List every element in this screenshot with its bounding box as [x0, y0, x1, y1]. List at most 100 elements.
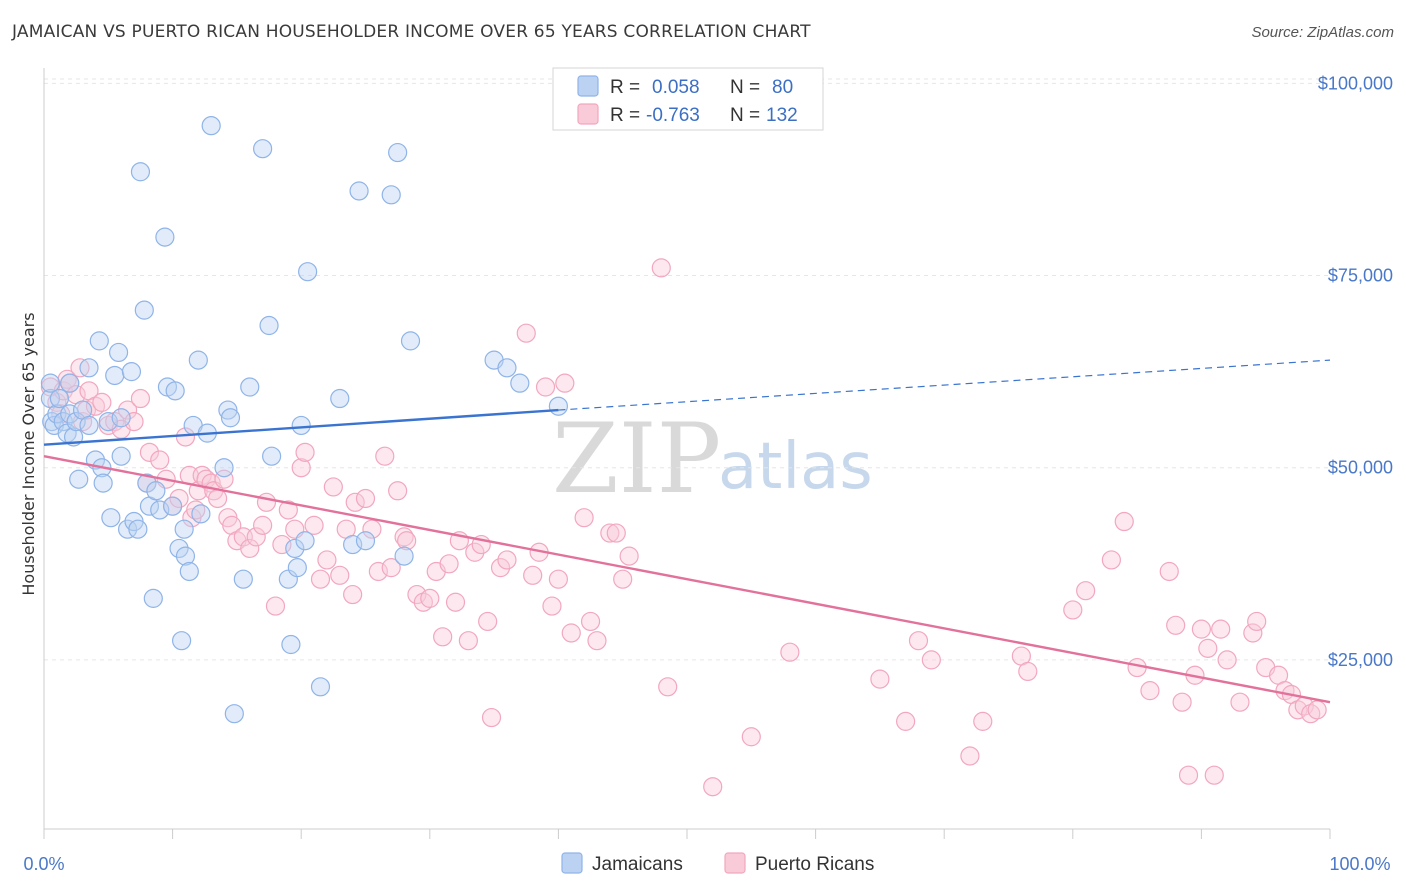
puerto-rican-point	[1307, 700, 1327, 720]
jamaican-point	[218, 400, 238, 420]
puerto-rican-point	[130, 388, 151, 409]
legend-r-label-1: R =	[610, 77, 640, 98]
jamaican-point	[343, 534, 363, 555]
puerto-rican-point	[481, 707, 502, 728]
puerto-rican-point	[343, 584, 363, 605]
puerto-rican-point	[388, 481, 408, 501]
jamaican-point	[111, 408, 131, 428]
legend-r-value-2: -0.763	[646, 105, 700, 126]
jamaican-point	[121, 362, 142, 382]
chart-title: JAMAICAN VS PUERTO RICAN HOUSEHOLDER INC…	[12, 22, 811, 42]
puerto-rican-point	[587, 631, 607, 651]
jamaican-point	[179, 561, 199, 582]
jamaican-point	[214, 458, 234, 478]
jamaican-point	[285, 538, 305, 559]
puerto-rican-point	[368, 561, 388, 582]
puerto-rican-point	[1178, 765, 1199, 785]
puerto-rican-point	[186, 500, 206, 520]
jamaican-point	[155, 227, 175, 247]
jamaican-point	[93, 473, 113, 493]
jamaican-point	[89, 331, 109, 351]
jamaican-point	[172, 631, 192, 651]
jamaican-point	[400, 331, 421, 351]
jamaican-point	[40, 373, 61, 393]
puerto-rican-point	[574, 508, 594, 528]
puerto-rican-point	[345, 492, 365, 512]
puerto-rican-point	[323, 477, 343, 497]
jamaican-point	[66, 411, 86, 432]
legend-swatch-puerto-ricans	[577, 103, 599, 125]
puerto-rican-point	[465, 542, 485, 562]
trend-lines	[43, 359, 1331, 704]
jamaican-point	[134, 300, 154, 320]
jamaican-point	[111, 446, 131, 466]
puerto-rican-point	[1211, 619, 1231, 639]
chart-source: Source: ZipAtlas.com	[1251, 24, 1394, 41]
bottom-legend-swatch-puerto-ricans	[724, 852, 746, 874]
legend-n-value-1: 80	[772, 77, 793, 98]
puerto-rican-point	[381, 558, 401, 578]
puerto-rican-point	[1191, 619, 1212, 639]
jamaican-point	[310, 677, 331, 697]
puerto-rican-point	[1159, 561, 1179, 582]
puerto-rican-point	[1217, 650, 1237, 670]
watermark-zip: ZIP	[552, 403, 721, 515]
puerto-rican-point	[1114, 511, 1134, 532]
puerto-rican-point	[478, 611, 498, 632]
puerto-rican-point	[175, 427, 196, 447]
y-tick-label: $75,000	[1328, 266, 1393, 286]
puerto-rican-point	[1172, 692, 1192, 712]
puerto-rican-point	[278, 500, 298, 520]
puerto-rican-point	[310, 569, 331, 589]
puerto-rican-point	[169, 488, 189, 509]
jamaican-point	[259, 315, 279, 336]
jamaican-point	[262, 446, 282, 466]
legend-n-value-2: 132	[766, 105, 798, 126]
puerto-rican-point	[542, 596, 562, 616]
puerto-rican-point	[580, 611, 601, 632]
puerto-rican-point	[896, 711, 916, 731]
puerto-rican-point	[561, 623, 581, 643]
puerto-rican-trend-line	[43, 455, 1331, 704]
puerto-rican-point	[960, 746, 980, 766]
puerto-rican-point	[600, 523, 620, 543]
puerto-rican-point	[439, 554, 459, 574]
legend-n-label-1: N =	[730, 77, 760, 98]
series-puerto-ricans	[40, 258, 1327, 797]
puerto-rican-point	[703, 777, 723, 797]
puerto-rican-point	[921, 650, 941, 670]
jamaican-point	[174, 519, 194, 539]
jamaican-point	[253, 139, 273, 159]
y-tick-label: $50,000	[1328, 458, 1393, 478]
jamaican-point	[388, 142, 408, 163]
puerto-rican-point	[265, 596, 286, 616]
jamaican-point	[105, 365, 125, 386]
jamaican-point	[240, 377, 260, 397]
jamaican-point	[548, 396, 569, 416]
puerto-rican-point	[870, 669, 890, 689]
puerto-rican-point	[780, 642, 800, 662]
puerto-rican-point	[908, 631, 929, 651]
puerto-rican-point	[497, 550, 517, 570]
puerto-rican-point	[523, 565, 543, 585]
jamaican-point	[394, 546, 414, 566]
puerto-rican-point	[355, 488, 376, 509]
jamaican-point	[150, 500, 170, 520]
legend-n-label-2: N =	[730, 105, 760, 126]
puerto-rican-point	[658, 677, 678, 697]
puerto-rican-point	[445, 592, 466, 612]
puerto-rican-point	[240, 538, 260, 559]
puerto-rican-point	[741, 727, 761, 747]
legend-r-value-1: 0.058	[652, 77, 700, 98]
jamaican-point	[298, 262, 318, 282]
jamaican-point	[281, 634, 301, 655]
y-tick-label: $25,000	[1328, 650, 1393, 670]
puerto-rican-point	[619, 546, 639, 566]
stats-legend: R = 0.058 N = 80 R = -0.763 N = 132	[552, 67, 824, 131]
jamaican-point	[101, 508, 121, 528]
jamaican-point	[191, 504, 211, 524]
jamaican-point	[108, 342, 129, 363]
jamaican-point	[224, 704, 244, 724]
puerto-rican-point	[256, 492, 277, 512]
puerto-rican-point	[362, 519, 382, 539]
